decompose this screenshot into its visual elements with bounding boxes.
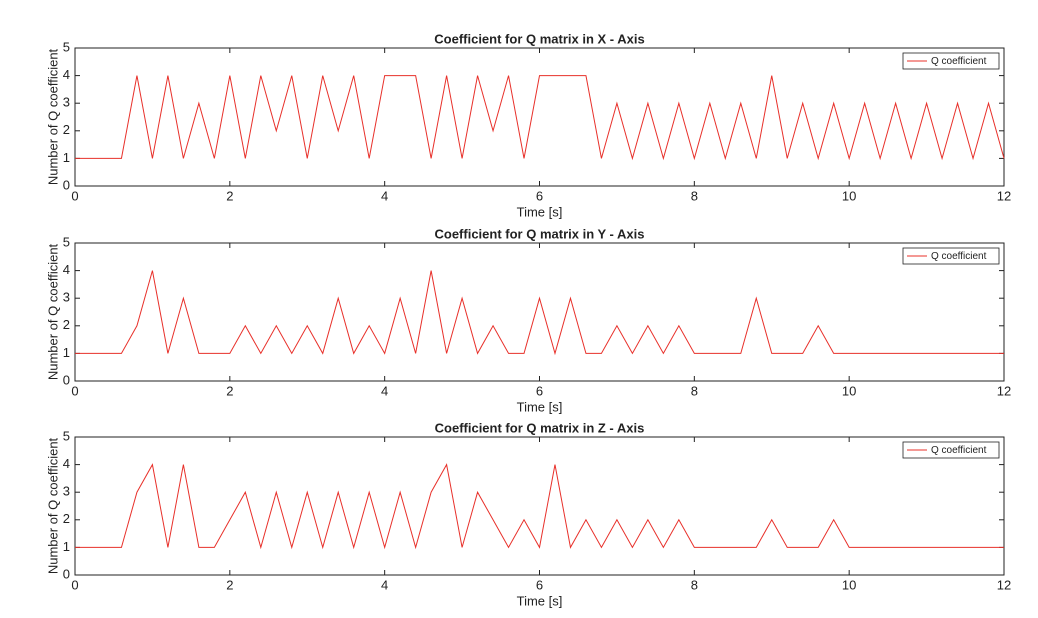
axes-box <box>74 242 1005 382</box>
data-line <box>75 270 1004 356</box>
data-line <box>75 463 1004 550</box>
y-tick-label: 2 <box>63 317 70 332</box>
y-tick-label: 3 <box>63 95 70 110</box>
data-line <box>75 75 1005 161</box>
x-axis-label: Time [s] <box>517 593 563 608</box>
y-tick-label: 4 <box>63 262 70 277</box>
x-tick-label: 4 <box>381 577 388 592</box>
chart-title: Coefficient for Q matrix in X - Axis <box>434 31 644 46</box>
y-tick-label: 0 <box>63 372 70 387</box>
legend-box <box>902 247 1000 265</box>
axes-box <box>74 47 1005 187</box>
y-tick-label: 1 <box>63 539 70 554</box>
x-tick-label: 10 <box>842 188 856 203</box>
x-tick-label: 2 <box>226 188 233 203</box>
y-tick-label: 2 <box>63 122 70 137</box>
legend-label: Q coefficient <box>931 251 987 262</box>
axes-box <box>74 436 1005 576</box>
y-tick-label: 0 <box>63 566 70 581</box>
x-tick-label: 10 <box>842 577 856 592</box>
x-tick-label: 2 <box>226 577 233 592</box>
x-tick-label: 0 <box>71 188 78 203</box>
y-axis-label: Number of Q coefficient <box>45 48 60 185</box>
x-tick-label: 12 <box>997 188 1011 203</box>
y-axis-label: Number of Q coefficient <box>45 243 60 380</box>
x-tick-label: 12 <box>997 383 1011 398</box>
x-tick-label: 4 <box>381 383 388 398</box>
x-tick-label: 10 <box>842 383 856 398</box>
x-axis-label: Time [s] <box>517 204 563 219</box>
y-tick-label: 1 <box>63 345 70 360</box>
x-tick-label: 2 <box>226 383 233 398</box>
y-tick-label: 3 <box>63 290 70 305</box>
y-tick-label: 5 <box>63 234 70 249</box>
y-tick-label: 5 <box>63 39 70 54</box>
y-tick-label: 2 <box>63 511 70 526</box>
x-tick-label: 0 <box>71 383 78 398</box>
chart-title: Coefficient for Q matrix in Y - Axis <box>435 226 645 241</box>
x-tick-label: 8 <box>691 188 698 203</box>
x-tick-label: 6 <box>536 188 543 203</box>
y-tick-label: 3 <box>63 484 70 499</box>
x-tick-label: 6 <box>536 577 543 592</box>
x-tick-label: 12 <box>997 577 1011 592</box>
legend-box <box>902 441 1000 459</box>
x-tick-label: 6 <box>536 383 543 398</box>
x-tick-label: 0 <box>71 577 78 592</box>
legend-box <box>902 52 1000 70</box>
legend-label: Q coefficient <box>931 445 987 456</box>
y-tick-label: 4 <box>63 456 70 471</box>
x-axis-label: Time [s] <box>517 399 563 414</box>
y-tick-label: 1 <box>63 150 70 165</box>
x-tick-label: 8 <box>691 577 698 592</box>
y-tick-label: 5 <box>63 428 70 443</box>
chart-title: Coefficient for Q matrix in Z - Axis <box>435 420 645 435</box>
y-tick-label: 0 <box>63 177 70 192</box>
x-tick-label: 8 <box>691 383 698 398</box>
y-axis-label: Number of Q coefficient <box>45 437 60 574</box>
y-tick-label: 4 <box>63 67 70 82</box>
x-tick-label: 4 <box>381 188 388 203</box>
legend-label: Q coefficient <box>931 56 987 67</box>
